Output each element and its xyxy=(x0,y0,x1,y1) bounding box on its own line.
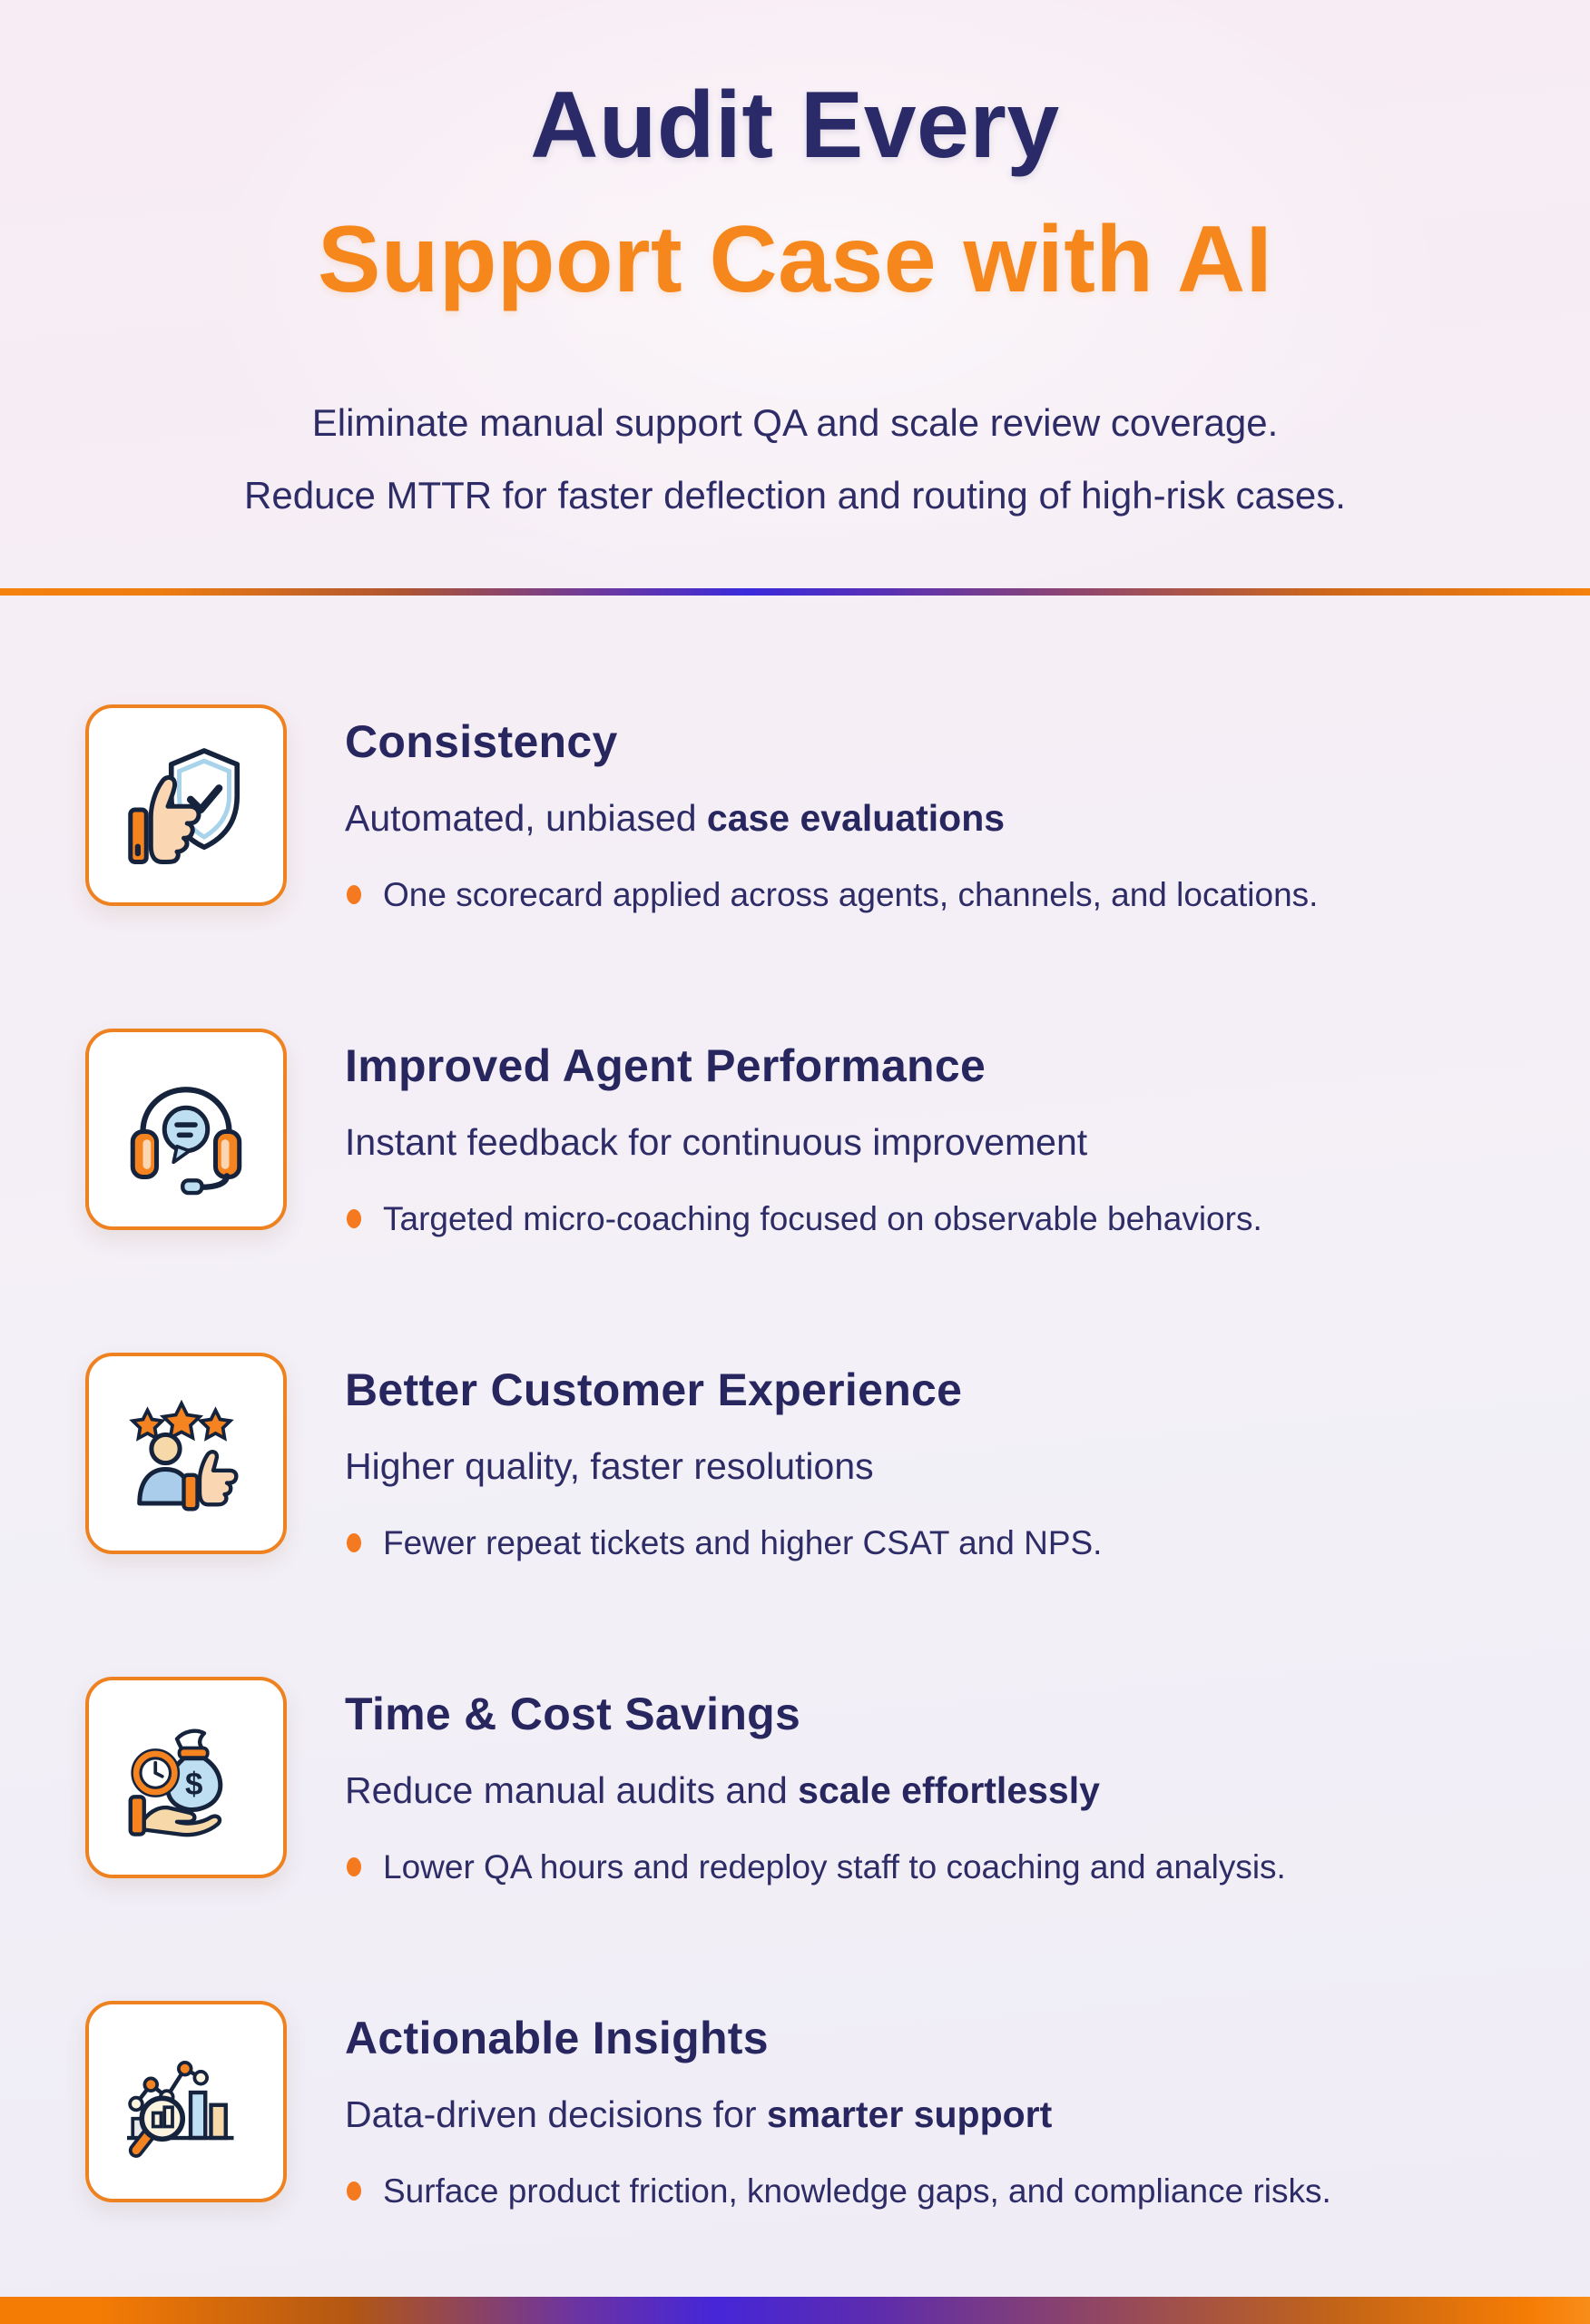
benefit-bullet: Surface product friction, knowledge gaps… xyxy=(345,2169,1331,2214)
benefit-bullet: Targeted micro-coaching focused on obser… xyxy=(345,1196,1262,1242)
benefit-row-customer-experience: Better Customer Experience Higher qualit… xyxy=(85,1353,1590,1566)
subtitle-line-2: Reduce MTTR for faster deflection and ro… xyxy=(244,474,1346,517)
bullet-dot xyxy=(347,1533,361,1552)
bullet-dot xyxy=(347,1857,361,1876)
header: Audit Every Support Case with AI Elimina… xyxy=(0,0,1590,532)
benefit-subtitle-regular: Higher quality, faster resolutions xyxy=(345,1445,874,1487)
benefit-text: Actionable Insights Data-driven decision… xyxy=(345,2001,1331,2214)
icon-card xyxy=(85,1353,287,1554)
benefit-text: Better Customer Experience Higher qualit… xyxy=(345,1353,1102,1566)
time-money-savings-icon: $ xyxy=(128,1728,223,1837)
data-insights-magnifier-icon xyxy=(127,2061,234,2158)
header-divider xyxy=(0,588,1590,596)
benefit-bullet: Fewer repeat tickets and higher CSAT and… xyxy=(345,1521,1102,1566)
benefit-title: Time & Cost Savings xyxy=(345,1689,801,1739)
bullet-text: Lower QA hours and redeploy staff to coa… xyxy=(383,1848,1286,1886)
thumbs-up-shield-icon xyxy=(128,748,240,864)
support-agent-headset-icon xyxy=(130,1087,242,1196)
benefit-subtitle-bold: scale effortlessly xyxy=(798,1769,1100,1811)
bullet-dot xyxy=(347,1209,361,1228)
benefit-subtitle-bold: smarter support xyxy=(766,2093,1053,2135)
icon-card xyxy=(85,704,287,906)
footer-gradient-bar xyxy=(0,2297,1590,2324)
benefit-title: Better Customer Experience xyxy=(345,1364,963,1415)
bullet-text: Fewer repeat tickets and higher CSAT and… xyxy=(383,1524,1103,1561)
benefit-subtitle: Reduce manual audits and scale effortles… xyxy=(345,1768,1286,1813)
bullet-dot xyxy=(347,885,361,904)
benefit-bullet: One scorecard applied across agents, cha… xyxy=(345,872,1318,918)
benefit-row-agent-performance: Improved Agent Performance Instant feedb… xyxy=(85,1029,1590,1242)
icon-card xyxy=(85,2001,287,2202)
benefit-subtitle-regular: Data-driven decisions for xyxy=(345,2093,767,2135)
benefit-subtitle-bold: case evaluations xyxy=(706,797,1006,839)
bullet-dot xyxy=(347,2181,361,2201)
customer-rating-icon xyxy=(129,1399,239,1512)
benefit-text: Consistency Automated, unbiased case eva… xyxy=(345,704,1318,918)
benefits-list: Consistency Automated, unbiased case eva… xyxy=(0,704,1590,2214)
bullet-text: One scorecard applied across agents, cha… xyxy=(383,876,1319,913)
benefit-subtitle: Data-driven decisions for smarter suppor… xyxy=(345,2092,1331,2137)
title-line-2: Support Case with AI xyxy=(318,207,1272,312)
benefit-title: Consistency xyxy=(345,716,618,767)
icon-card xyxy=(85,1029,287,1230)
subtitle: Eliminate manual support QA and scale re… xyxy=(0,387,1590,532)
benefit-bullet: Lower QA hours and redeploy staff to coa… xyxy=(345,1845,1286,1890)
subtitle-line-1: Eliminate manual support QA and scale re… xyxy=(311,401,1279,444)
benefit-subtitle-regular: Instant feedback for continuous improvem… xyxy=(345,1121,1088,1163)
benefit-row-time-cost-savings: $ Time & Cost Savings Reduce manual audi… xyxy=(85,1677,1590,1890)
title-line-1: Audit Every xyxy=(530,73,1060,178)
benefit-row-actionable-insights: Actionable Insights Data-driven decision… xyxy=(85,2001,1590,2214)
benefit-subtitle: Automated, unbiased case evaluations xyxy=(345,795,1318,841)
page-title: Audit Every Support Case with AI xyxy=(0,58,1590,327)
benefit-title: Improved Agent Performance xyxy=(345,1040,986,1091)
bullet-text: Surface product friction, knowledge gaps… xyxy=(383,2172,1331,2210)
benefit-row-consistency: Consistency Automated, unbiased case eva… xyxy=(85,704,1590,918)
icon-card: $ xyxy=(85,1677,287,1878)
benefit-text: Time & Cost Savings Reduce manual audits… xyxy=(345,1677,1286,1890)
svg-text:$: $ xyxy=(185,1767,202,1802)
bullet-text: Targeted micro-coaching focused on obser… xyxy=(383,1200,1262,1237)
benefit-subtitle-regular: Automated, unbiased xyxy=(345,797,707,839)
benefit-subtitle-regular: Reduce manual audits and xyxy=(345,1769,799,1811)
benefit-text: Improved Agent Performance Instant feedb… xyxy=(345,1029,1262,1242)
benefit-title: Actionable Insights xyxy=(345,2013,769,2063)
benefit-subtitle: Instant feedback for continuous improvem… xyxy=(345,1119,1262,1165)
benefit-subtitle: Higher quality, faster resolutions xyxy=(345,1443,1102,1489)
